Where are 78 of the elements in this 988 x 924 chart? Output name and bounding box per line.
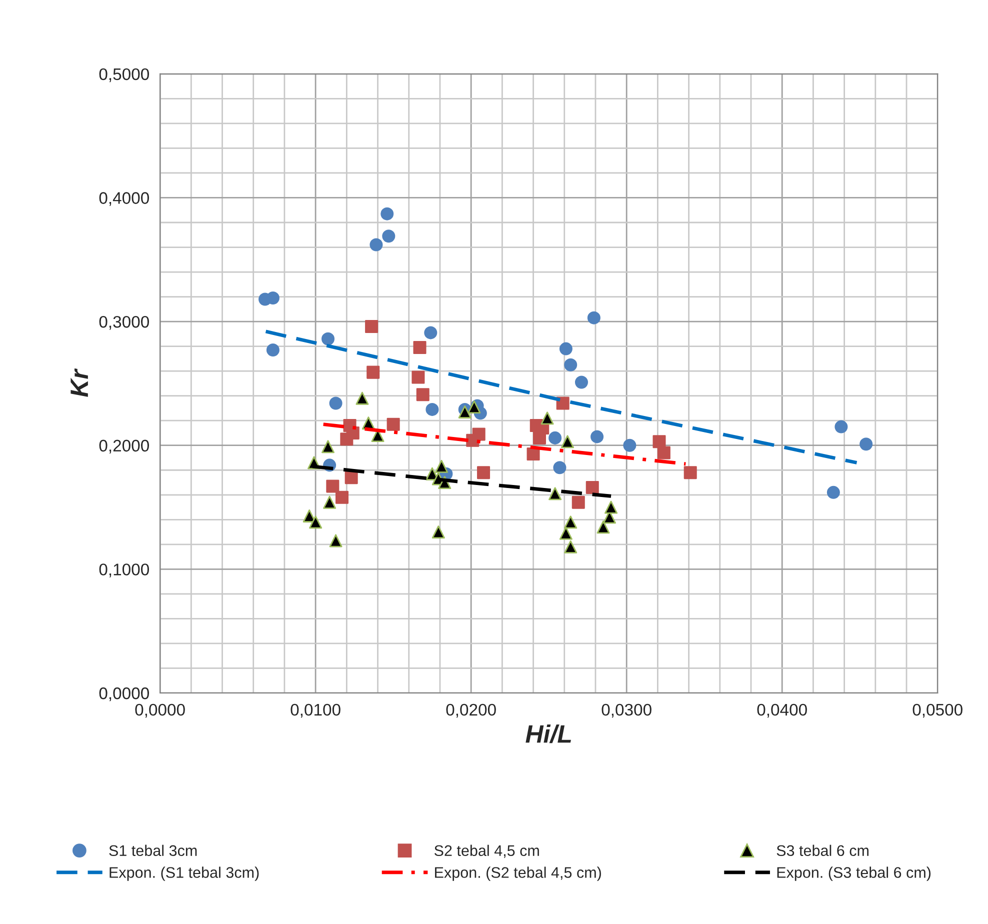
- point: [657, 446, 670, 460]
- point: [322, 332, 335, 346]
- point: [553, 461, 566, 474]
- point: [586, 480, 599, 494]
- point: [533, 431, 546, 444]
- point: [382, 230, 396, 243]
- point: [336, 490, 349, 504]
- point: [466, 434, 480, 447]
- y-tick-label: 0,5000: [99, 68, 149, 82]
- point: [587, 311, 600, 324]
- point: [366, 366, 380, 379]
- point: [826, 486, 840, 499]
- point: [526, 448, 540, 461]
- point: [477, 466, 490, 480]
- x-tick-label: 0,0000: [135, 704, 185, 718]
- point: [326, 480, 340, 493]
- point: [834, 420, 848, 434]
- y-tick-label: 0,3000: [99, 316, 149, 330]
- point: [322, 440, 335, 454]
- legend-label: Expon. (S1 tebal 3cm): [110, 866, 259, 881]
- point: [329, 396, 342, 410]
- point: [548, 431, 562, 444]
- legend-label: Expon. (S3 tebal 6 cm): [777, 866, 931, 881]
- point: [344, 471, 358, 484]
- point: [458, 405, 472, 418]
- point: [323, 496, 336, 509]
- point: [596, 520, 610, 534]
- y-tick-label: 0,0000: [99, 687, 149, 702]
- point: [426, 402, 439, 416]
- point: [435, 460, 448, 473]
- x-tick-label: 0,0400: [757, 704, 807, 718]
- point: [564, 358, 578, 372]
- point: [412, 370, 425, 384]
- point: [266, 344, 280, 357]
- y-tick-label: 0,1000: [99, 564, 149, 578]
- point: [540, 412, 554, 425]
- point: [340, 432, 354, 446]
- y-tick-label: 0,4000: [99, 192, 149, 206]
- point: [302, 509, 316, 522]
- x-tick-label: 0,0200: [446, 704, 496, 718]
- point: [365, 320, 378, 334]
- x-tick-label: 0,0300: [602, 704, 652, 718]
- point: [652, 435, 666, 448]
- point: [564, 540, 578, 554]
- point: [329, 534, 342, 548]
- x-axis-title: Hi/L: [526, 724, 571, 744]
- point: [556, 396, 570, 410]
- y-axis-title: Kr: [70, 368, 88, 397]
- point: [432, 526, 445, 539]
- point: [380, 207, 394, 220]
- point: [623, 438, 636, 452]
- legend-label: Expon. (S2 tebal 4,5 cm): [435, 866, 601, 881]
- point: [548, 487, 562, 500]
- point: [604, 500, 618, 514]
- point: [424, 326, 438, 340]
- y-tick-label: 0,2000: [99, 440, 149, 454]
- legend-label: S1 tebal 3cm: [109, 844, 197, 856]
- point: [684, 466, 697, 480]
- x-tick-label: 0,0100: [290, 704, 340, 718]
- point: [560, 435, 574, 448]
- point: [370, 238, 383, 252]
- point: [860, 438, 873, 451]
- point: [356, 392, 369, 405]
- point: [386, 418, 400, 431]
- point: [413, 341, 426, 354]
- point: [574, 376, 588, 389]
- point: [572, 496, 585, 509]
- x-tick-label: 0,0500: [912, 704, 962, 718]
- point: [564, 516, 578, 529]
- point: [468, 400, 481, 414]
- legend-label: S2 tebal 4,5 cm: [434, 844, 539, 858]
- point: [266, 292, 280, 305]
- point: [416, 388, 430, 402]
- point: [309, 516, 322, 529]
- point: [590, 430, 604, 444]
- point: [559, 526, 572, 540]
- legend-label: S3 tebal 6 cm: [776, 844, 868, 856]
- point: [559, 342, 572, 356]
